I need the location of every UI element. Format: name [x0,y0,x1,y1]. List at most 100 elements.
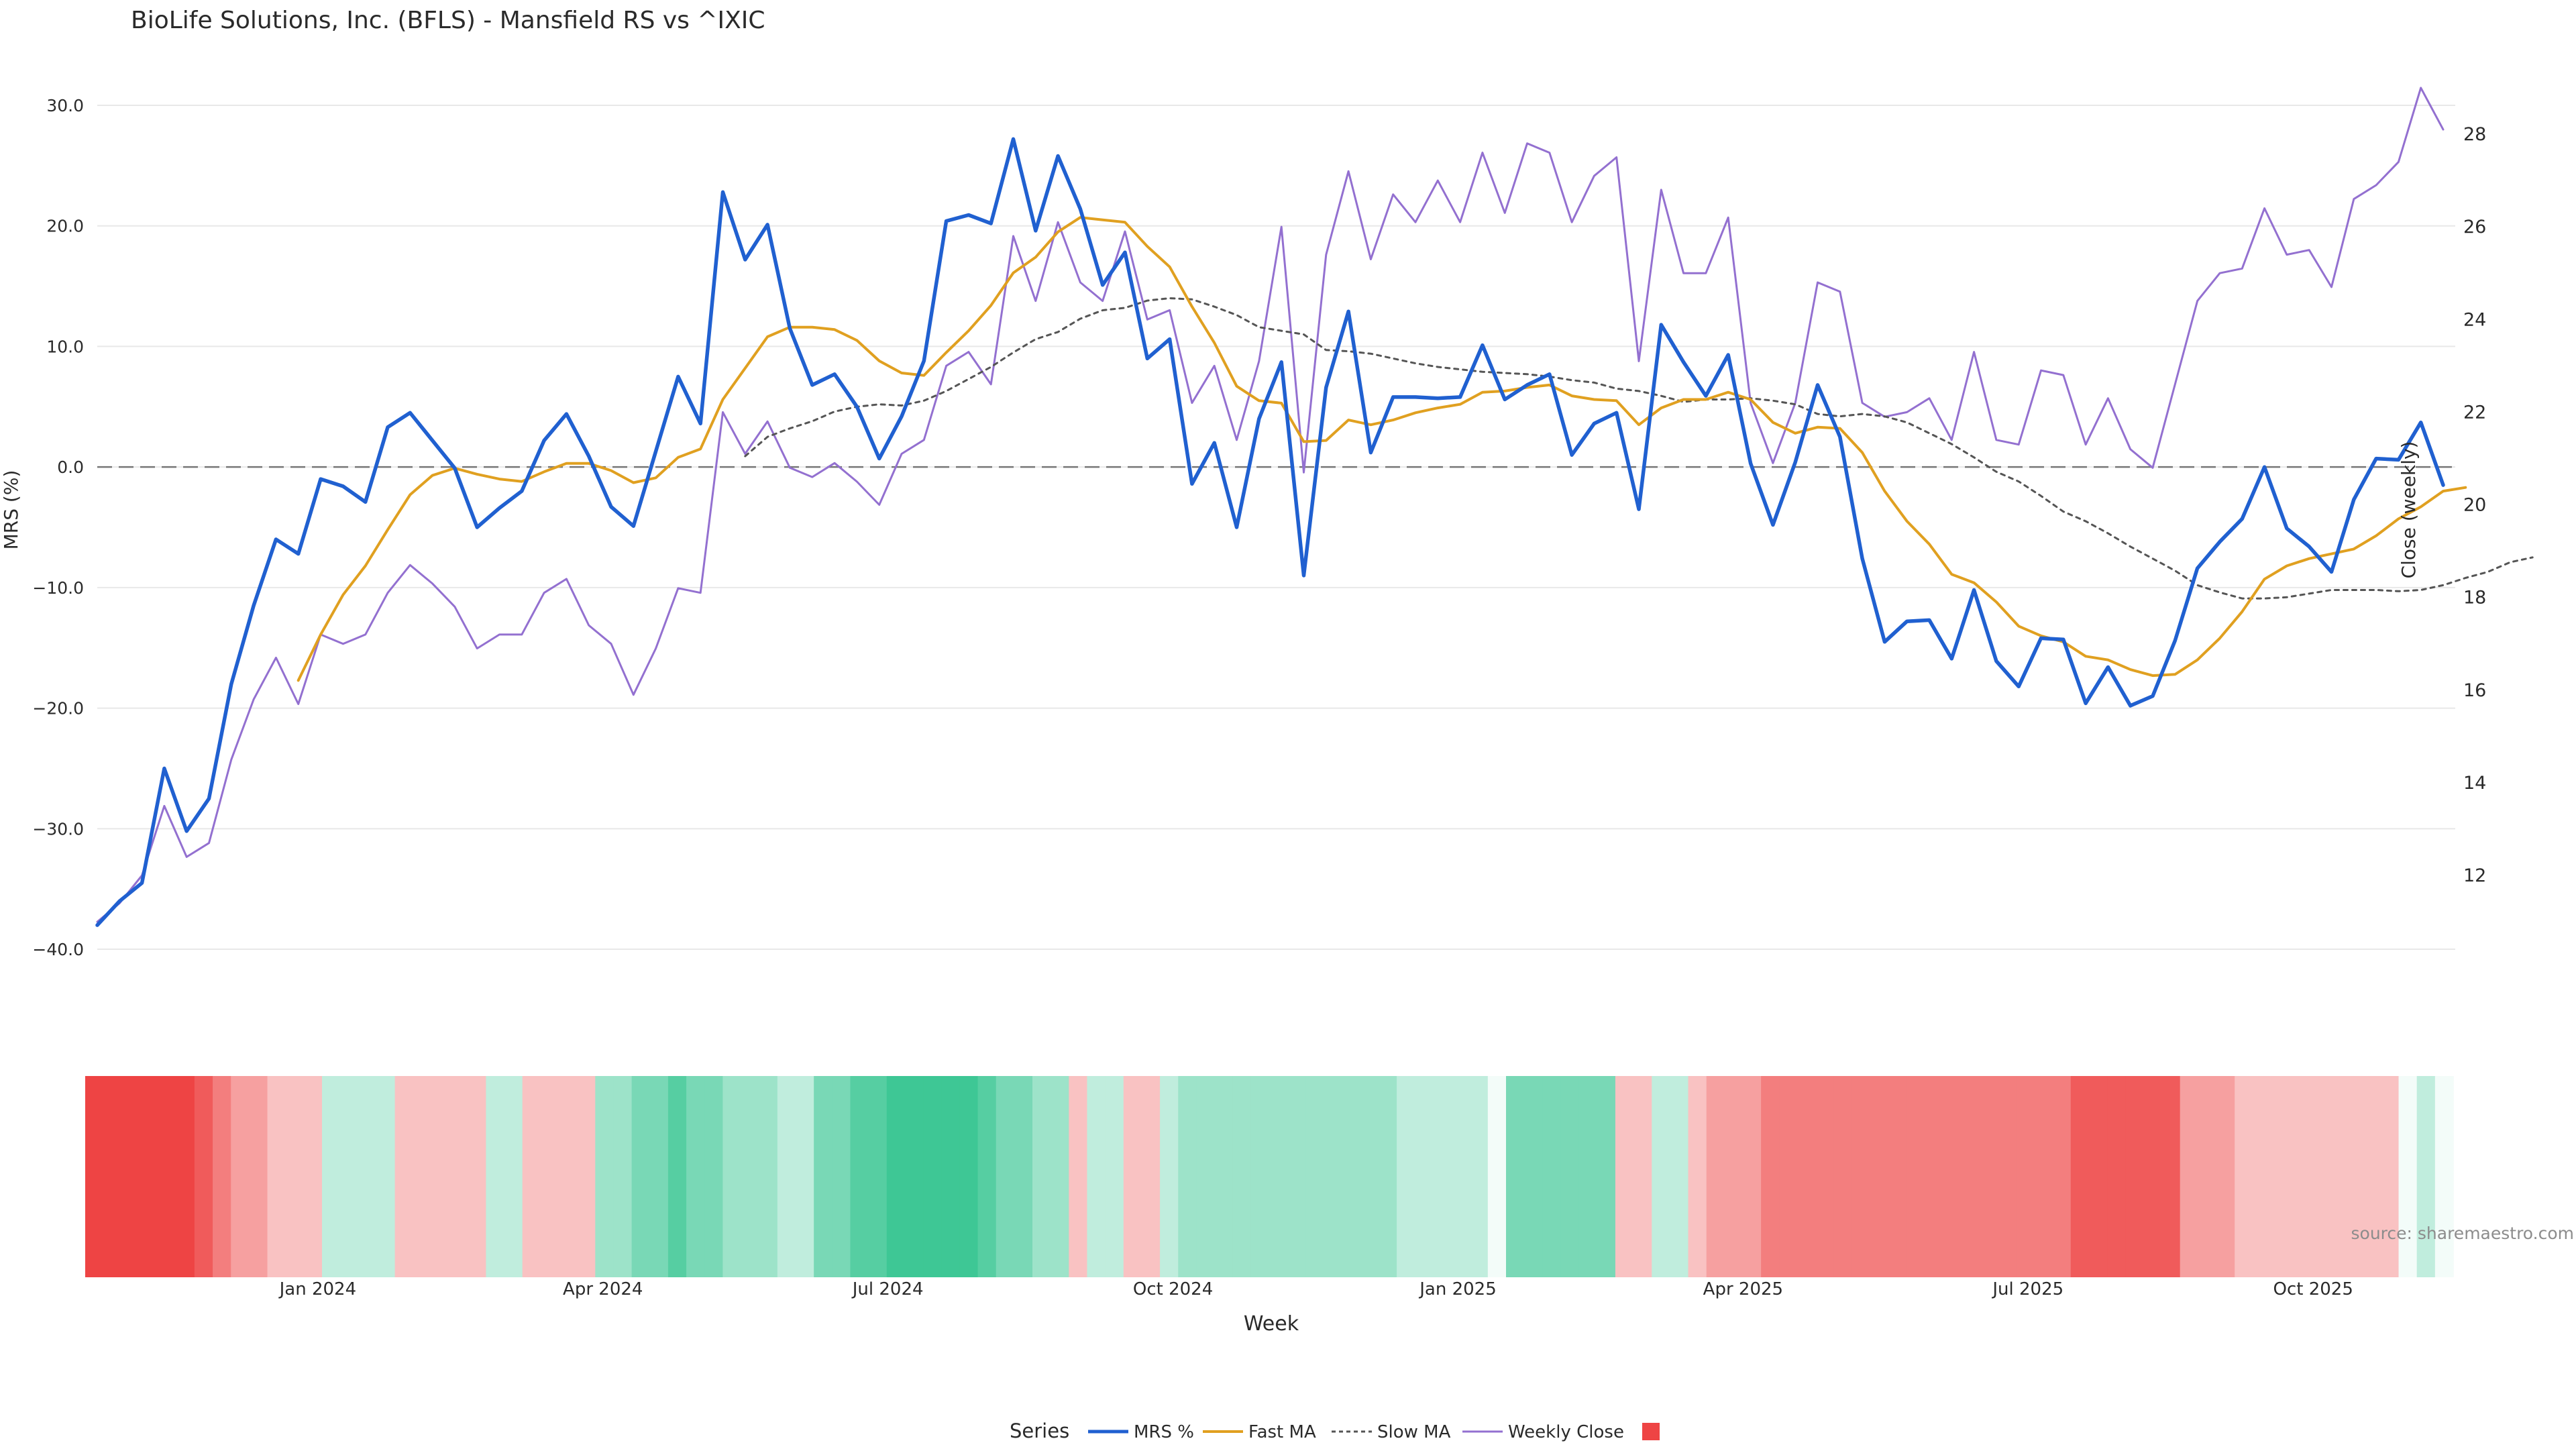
legend-item-regime-swatch [1642,1423,1660,1440]
regime-cell [1305,1076,1325,1277]
regime-cell [1087,1076,1106,1277]
regime-cell [2235,1076,2254,1277]
regime-cell [449,1076,469,1277]
regime-cell [1178,1076,1197,1277]
y2-tick-label: 22 [2463,402,2486,423]
regime-cell [2088,1076,2108,1277]
regime-cell [2180,1076,2199,1277]
regime-cell [595,1076,614,1277]
regime-cell [2198,1076,2217,1277]
regime-cell [1633,1076,1653,1277]
regime-cell [977,1076,997,1277]
regime-cell [1815,1076,1835,1277]
regime-cell [904,1076,924,1277]
regime-cell [1287,1076,1307,1277]
x-axis: Jan 2024 Apr 2024 Jul 2024 Oct 2024 Jan 2025… [278,1279,2353,1299]
regime-cell [832,1076,851,1277]
regime-cell [577,1076,596,1277]
regime-cell [1761,1076,1780,1277]
regime-cell [649,1076,669,1277]
regime-cell [1123,1076,1142,1277]
regime-cell [1250,1076,1270,1277]
regime-cell [613,1076,633,1277]
regime-cell [1888,1076,1908,1277]
y-tick-label: −40.0 [32,940,84,959]
regime-cell [2380,1076,2400,1277]
regime-cell [468,1076,487,1277]
regime-cell [2125,1076,2145,1277]
regime-cell [2271,1076,2290,1277]
y2-tick-label: 20 [2463,495,2486,516]
regime-cell [1907,1076,1926,1277]
regime-cell [2398,1076,2418,1277]
regime-cell [158,1076,177,1277]
x-axis-label: Week [1244,1312,1299,1336]
regime-cell [176,1076,195,1277]
regime-cell [267,1076,286,1277]
regime-cell [1870,1076,1890,1277]
y-axis-left: 30.0 20.0 10.0 0.0 −10.0 −20.0 −30.0 −40.0 [32,96,84,959]
regime-cell [1652,1076,1671,1277]
source-note: source: sharemaestro.com [2351,1224,2575,1243]
regime-cell [1797,1076,1817,1277]
regime-cell [1324,1076,1343,1277]
regime-cell [1578,1076,1598,1277]
regime-heat-strip [85,1076,2454,1277]
regime-cell [559,1076,578,1277]
regime-cell [140,1076,159,1277]
slow-ma-line [744,297,2534,600]
regime-cell [504,1076,523,1277]
regime-cell [2307,1076,2326,1277]
regime-cell [1397,1076,1416,1277]
regime-cell [285,1076,305,1277]
regime-cell [923,1076,943,1277]
regime-cell [322,1076,341,1277]
regime-cell [1433,1076,1452,1277]
regime-cell [1833,1076,1853,1277]
y-tick-label: −20.0 [32,699,84,718]
regime-cell [231,1076,250,1277]
regime-cell [1998,1076,2017,1277]
regime-cell [2052,1076,2072,1277]
regime-cell [213,1076,232,1277]
regime-cell [2070,1076,2090,1277]
regime-cell [868,1076,888,1277]
y-tick-label: −10.0 [32,578,84,598]
y2-tick-label: 14 [2463,773,2486,794]
legend-item-fast-ma: Fast MA [1203,1422,1316,1442]
x-tick-label: Jan 2024 [278,1279,357,1299]
regime-cell [941,1076,961,1277]
regime-cell [2016,1076,2035,1277]
x-tick-label: Oct 2024 [1133,1279,1213,1299]
legend-label: MRS % [1134,1422,1194,1442]
regime-cell [1014,1076,1033,1277]
regime-cell [1105,1076,1124,1277]
regime-cell [2416,1076,2436,1277]
regime-cell [1160,1076,1179,1277]
regime-cell [1724,1076,1743,1277]
regime-cell [1232,1076,1252,1277]
regime-cell [1542,1076,1562,1277]
regime-cell [1506,1076,1525,1277]
regime-cell [1141,1076,1161,1277]
y-tick-label: 0.0 [57,458,84,477]
regime-cell [1980,1076,1998,1277]
x-tick-label: Oct 2025 [2273,1279,2353,1299]
legend-label: Fast MA [1248,1422,1316,1442]
y-axis-right: 28 26 24 22 20 18 16 14 12 [2463,124,2486,886]
regime-cell [686,1076,706,1277]
regime-cell [376,1076,396,1277]
regime-cell [1032,1076,1051,1277]
regime-cell [121,1076,141,1277]
regime-cell [959,1076,979,1277]
y2-tick-label: 24 [2463,309,2486,330]
regime-cell [2362,1076,2381,1277]
regime-cell [85,1076,104,1277]
regime-cell [2161,1076,2181,1277]
regime-cell [2216,1076,2235,1277]
regime-cell [103,1076,123,1277]
regime-cell [741,1076,760,1277]
regime-cell [194,1076,213,1277]
regime-cell [850,1076,869,1277]
regime-cell [1961,1076,1980,1277]
